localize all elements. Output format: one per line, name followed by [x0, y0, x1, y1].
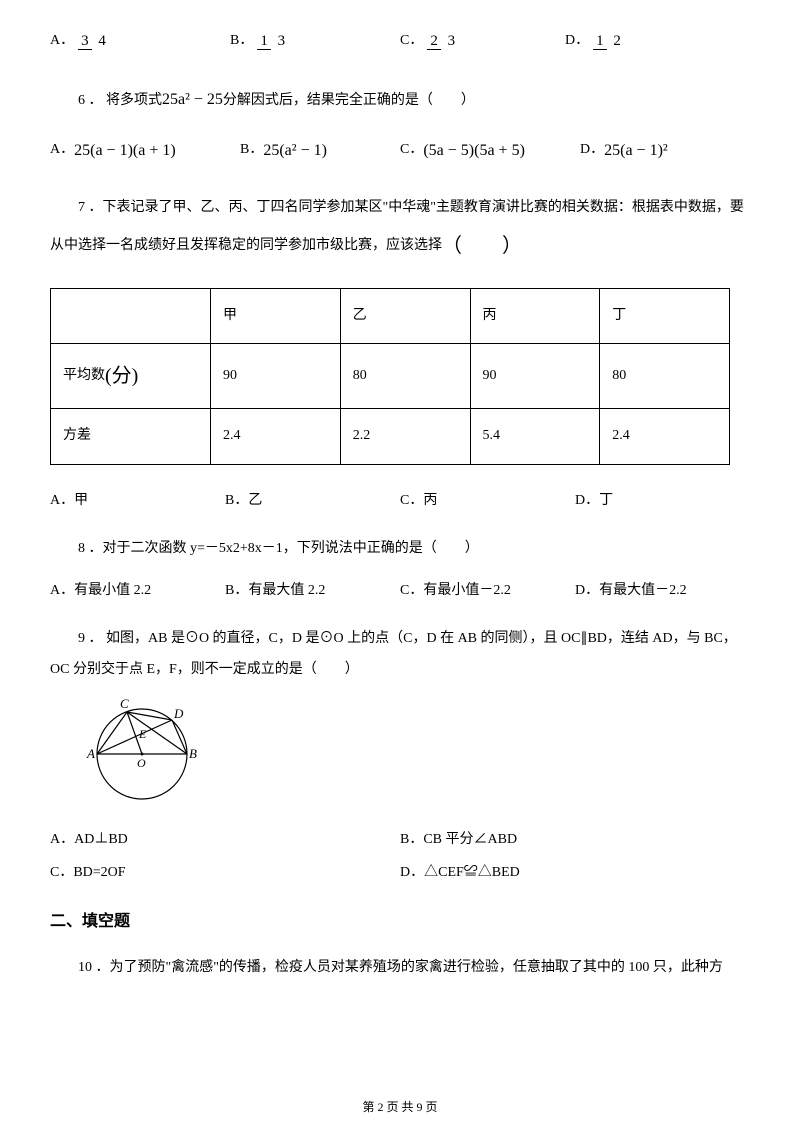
table-cell: 2.4	[211, 409, 341, 464]
q5-option-d: D． 1 2	[565, 30, 628, 52]
table-cell: 平均数(分)	[51, 344, 211, 409]
table-cell: 80	[340, 344, 470, 409]
table-cell: 方差	[51, 409, 211, 464]
math-expr: (5a − 5)(5a + 5)	[423, 138, 525, 164]
q8-answer-c: C．有最小值－2.2	[400, 580, 575, 602]
q7-table: 甲 乙 丙 丁 平均数(分) 90 80 90 80 方差 2.4 2.2 5.…	[50, 288, 730, 465]
math-expr: 25(a − 1)(a + 1)	[74, 138, 176, 164]
text: 分解因式后，结果完全正确的是（ ）	[223, 93, 475, 108]
q8-text: 8 ．对于二次函数 y=－5x2+8x－1，下列说法中正确的是（ ）	[50, 534, 750, 565]
fraction: 1 3	[257, 33, 288, 50]
label-c: C	[120, 696, 129, 711]
q5-option-a: A． 3 4	[50, 30, 230, 52]
option-label: C．	[400, 30, 423, 52]
label-a: A	[86, 746, 95, 761]
label-e: E	[138, 727, 147, 741]
table-row: 甲 乙 丙 丁	[51, 288, 730, 343]
option-label: D．	[580, 139, 604, 161]
q9-answer-b: B．CB 平分∠ABD	[400, 829, 750, 851]
q6-option-c: C． (5a − 5)(5a + 5)	[400, 138, 580, 164]
q9-figure: A B C D E O	[80, 696, 750, 814]
option-label: D．	[565, 30, 589, 52]
math-expr: 25(a² − 1)	[263, 138, 327, 164]
option-label: C．	[400, 139, 423, 161]
q9-answers: A．AD⊥BD B．CB 平分∠ABD C．BD=2OF D．△CEF≌△BED	[50, 829, 750, 894]
question-number: 9 ．	[78, 631, 103, 646]
q7-text: 7 ．下表记录了甲、乙、丙、丁四名同学参加某区"中华魂"主题教育演讲比赛的相关数…	[50, 193, 750, 268]
table-cell	[51, 288, 211, 343]
text: 为了预防"禽流感"的传播，检疫人员对某养殖场的家禽进行检验，任意抽取了其中的 1…	[110, 960, 723, 975]
text: 如图，AB 是⊙O 的直径，C，D 是⊙O 上的点（C，D 在 AB 的同侧），…	[50, 631, 737, 677]
fraction: 2 3	[427, 33, 458, 50]
math-expr: 25a² − 25	[162, 91, 223, 108]
q5-options: A． 3 4 B． 1 3 C． 2 3 D． 1 2	[50, 30, 750, 52]
text: 下表记录了甲、乙、丙、丁四名同学参加某区"中华魂"主题教育演讲比赛的相关数据：根…	[50, 200, 744, 253]
paren: （ ）	[442, 235, 522, 257]
table-cell: 2.4	[600, 409, 730, 464]
circle-diagram: A B C D E O	[80, 696, 210, 806]
q7-answer-b: B．乙	[225, 490, 400, 512]
q6-option-b: B． 25(a² − 1)	[240, 138, 400, 164]
label-d: D	[173, 706, 184, 721]
q8-answer-a: A．有最小值 2.2	[50, 580, 225, 602]
option-label: B．	[230, 30, 253, 52]
q8-answer-b: B．有最大值 2.2	[225, 580, 400, 602]
q6-options: A． 25(a − 1)(a + 1) B． 25(a² − 1) C． (5a…	[50, 138, 750, 164]
q9-text: 9 ． 如图，AB 是⊙O 的直径，C，D 是⊙O 上的点（C，D 在 AB 的…	[50, 624, 750, 686]
q9-answer-d: D．△CEF≌△BED	[400, 862, 750, 884]
table-cell: 丁	[600, 288, 730, 343]
question-number: 10 ．	[78, 960, 110, 975]
math-expr: 25(a − 1)²	[604, 138, 668, 164]
table-cell: 甲	[211, 288, 341, 343]
option-label: A．	[50, 139, 74, 161]
q6-option-a: A． 25(a − 1)(a + 1)	[50, 138, 240, 164]
q9-answer-c: C．BD=2OF	[50, 862, 400, 884]
table-cell: 90	[470, 344, 600, 409]
q9-answer-a: A．AD⊥BD	[50, 829, 400, 851]
label-b: B	[189, 746, 197, 761]
q7-answer-a: A．甲	[50, 490, 225, 512]
question-number: 7 ．	[78, 200, 103, 215]
q6-option-d: D． 25(a − 1)²	[580, 138, 668, 164]
section-2-title: 二、填空题	[50, 909, 750, 935]
q7-answers: A．甲 B．乙 C．丙 D．丁	[50, 490, 750, 512]
question-number: 8 ．	[78, 541, 103, 556]
label-o: O	[137, 756, 146, 770]
question-number: 6 ．	[78, 93, 103, 108]
q8-answers: A．有最小值 2.2 B．有最大值 2.2 C．有最小值－2.2 D．有最大值－…	[50, 580, 750, 602]
table-cell: 80	[600, 344, 730, 409]
q10-text: 10 ．为了预防"禽流感"的传播，检疫人员对某养殖场的家禽进行检验，任意抽取了其…	[50, 953, 750, 984]
q7-answer-c: C．丙	[400, 490, 575, 512]
q5-option-b: B． 1 3	[230, 30, 400, 52]
table-cell: 乙	[340, 288, 470, 343]
text: 对于二次函数 y=－5x2+8x－1，下列说法中正确的是（ ）	[103, 541, 479, 556]
text: 将多项式	[106, 93, 162, 108]
table-row: 方差 2.4 2.2 5.4 2.4	[51, 409, 730, 464]
q8-answer-d: D．有最大值－2.2	[575, 580, 750, 602]
q7-answer-d: D．丁	[575, 490, 750, 512]
fraction: 3 4	[78, 33, 109, 50]
table-cell: 丙	[470, 288, 600, 343]
option-label: A．	[50, 30, 74, 52]
q6-text: 6 ． 将多项式25a² − 25分解因式后，结果完全正确的是（ ）	[50, 82, 750, 117]
fraction: 1 2	[593, 33, 624, 50]
option-label: B．	[240, 139, 263, 161]
table-cell: 2.2	[340, 409, 470, 464]
table-cell: 5.4	[470, 409, 600, 464]
page-footer: 第 2 页 共 9 页	[0, 1098, 800, 1117]
q5-option-c: C． 2 3	[400, 30, 565, 52]
table-cell: 90	[211, 344, 341, 409]
table-row: 平均数(分) 90 80 90 80	[51, 344, 730, 409]
